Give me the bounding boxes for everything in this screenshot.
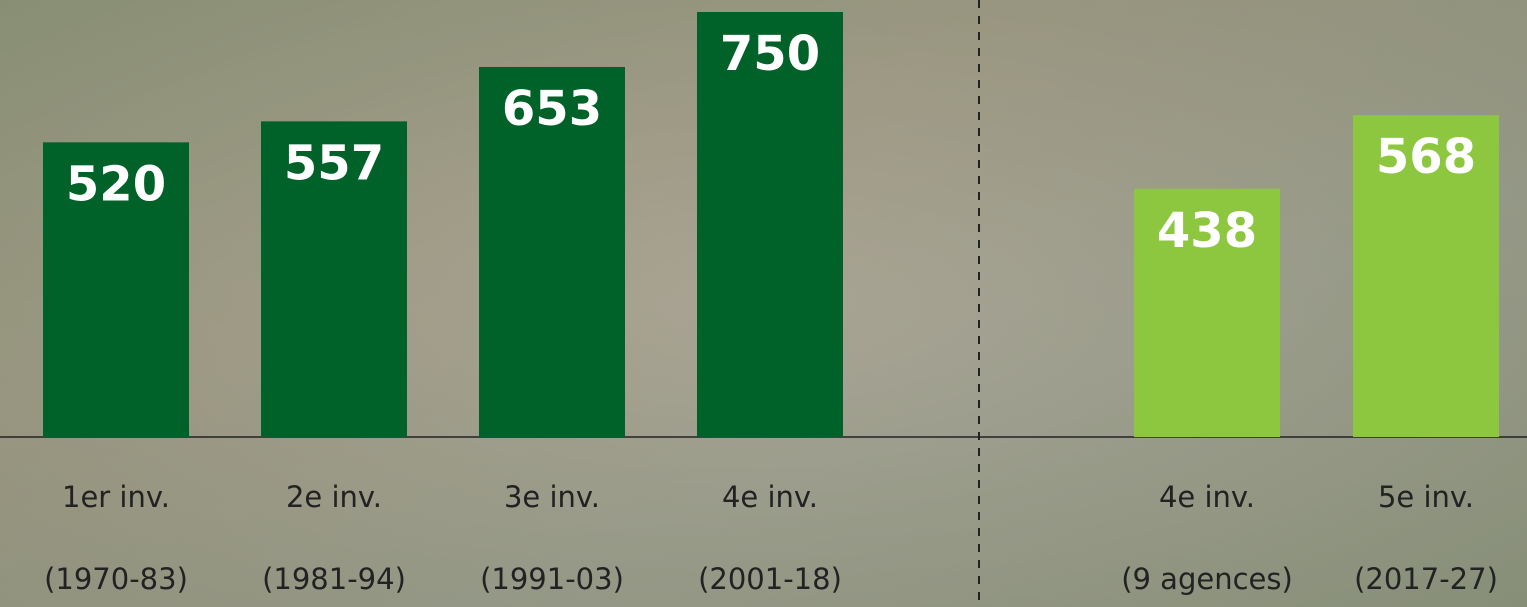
x-tick-label: (1991-03) bbox=[480, 562, 624, 596]
x-tick-label: (2017-27) bbox=[1354, 562, 1498, 596]
x-tick-label: (1981-94) bbox=[262, 562, 406, 596]
x-tick-label: 1er inv. bbox=[62, 480, 170, 514]
x-tick-label: 3e inv. bbox=[504, 480, 600, 514]
page: 520 1er inv. (1970-83) 557 2e inv. (1981-94) 6… bbox=[0, 0, 1527, 607]
value-label: 653 bbox=[502, 81, 602, 137]
value-label: 568 bbox=[1376, 129, 1476, 185]
x-tick-label: 2e inv. bbox=[286, 480, 382, 514]
value-label: 557 bbox=[284, 135, 384, 191]
x-tick-label: (1970-83) bbox=[44, 562, 188, 596]
value-label: 520 bbox=[66, 156, 166, 212]
value-label: 438 bbox=[1157, 203, 1257, 259]
value-label: 750 bbox=[720, 26, 820, 82]
chart: 520 1er inv. (1970-83) 557 2e inv. (1981-94) 6… bbox=[0, 0, 1527, 607]
x-tick-label: 5e inv. bbox=[1378, 480, 1474, 514]
x-tick-label: 4e inv. bbox=[1159, 480, 1255, 514]
x-tick-label: (9 agences) bbox=[1121, 562, 1293, 596]
x-tick-label: (2001-18) bbox=[698, 562, 842, 596]
x-tick-label: 4e inv. bbox=[722, 480, 818, 514]
